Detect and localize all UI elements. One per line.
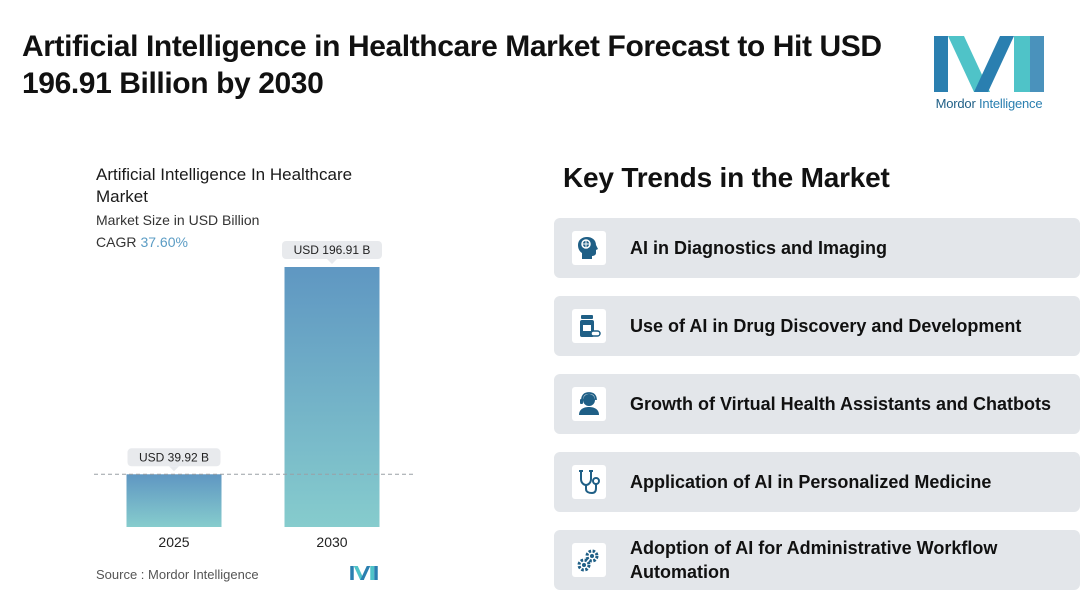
mordor-small-logo-icon [350,566,378,580]
trend-card-drug-discovery: Use of AI in Drug Discovery and Developm… [554,296,1080,356]
trend-label: Application of AI in Personalized Medici… [630,472,992,492]
brand-logo: Mordor Intelligence [922,36,1056,116]
medicine-bottle-icon [572,309,606,343]
data-label-bg [127,448,221,467]
data-label: USD 196.91 B [294,243,371,257]
data-label-pointer [169,466,179,472]
bar-2025 [126,474,222,527]
trend-card-workflow-automation: Adoption of AI for Administrative Workfl… [554,530,1080,590]
trend-label: AI in Diagnostics and Imaging [630,238,888,258]
data-label-pointer [327,259,337,264]
trend-card-personalized-medicine: Application of AI in Personalized Medici… [554,452,1080,512]
bar-2030 [284,267,380,527]
bar-chart: USD 39.92 B 2025 USD 196.91 B 2030 [94,241,414,550]
trend-label: Adoption of AI for Administrative Workfl… [630,538,998,582]
cagr-value: 37.60% [140,234,188,250]
data-label: USD 39.92 B [139,450,209,464]
chart-subtitle: Market Size in USD Billion [96,212,260,228]
stethoscope-icon [572,465,606,499]
source-label: Source : [96,567,145,582]
gears-icon [572,543,606,577]
chart-cagr: CAGR 37.60% [96,234,188,250]
trend-label: Growth of Virtual Health Assistants and … [630,394,1052,414]
assistant-headset-icon [572,387,606,421]
x-tick-label: 2030 [316,534,347,550]
trends-title: Key Trends in the Market [563,162,890,193]
cagr-label: CAGR [96,234,137,250]
source-value: Mordor Intelligence [148,567,259,582]
data-label-bg [282,241,382,259]
trend-card-diagnostics: AI in Diagnostics and Imaging [554,218,1080,278]
x-tick-label: 2025 [158,534,189,550]
brain-head-icon [572,231,606,265]
chart-title: Artificial Intelligence In Healthcare Ma… [96,165,353,206]
trend-card-virtual-assistants: Growth of Virtual Health Assistants and … [554,374,1080,434]
page-title: Artificial Intelligence in Healthcare Ma… [22,30,882,100]
trend-label: Use of AI in Drug Discovery and Developm… [630,316,1022,336]
chart-source: Source : Mordor Intelligence [96,567,259,582]
brand-name: Mordor Intelligence [935,96,1043,111]
mordor-logo-icon [934,36,1044,92]
